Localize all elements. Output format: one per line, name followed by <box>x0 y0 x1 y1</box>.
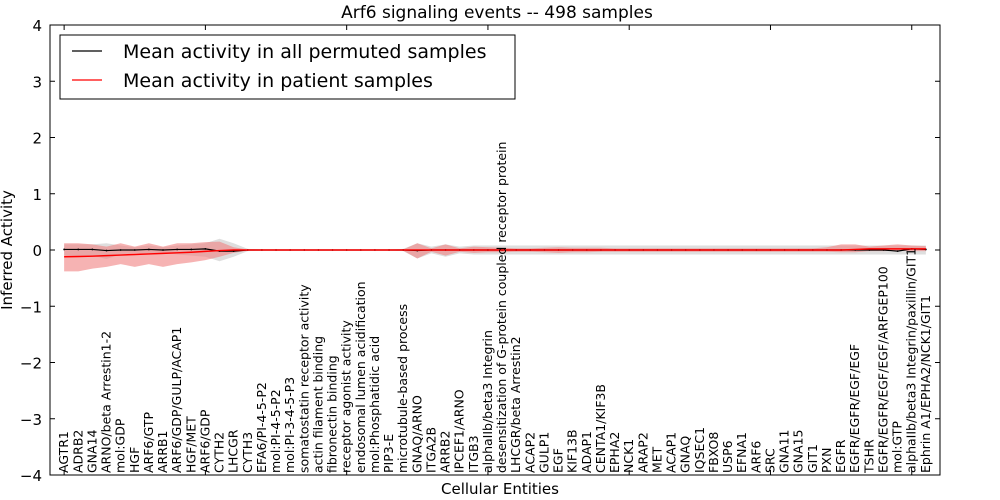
x-tick-label: mol:PI-3-4-5-P3 <box>282 377 297 473</box>
x-tick-label: EGFR <box>833 439 848 473</box>
x-tick-label: GIT1 <box>805 444 820 473</box>
x-tick-label: GNAQ/ARNO <box>409 395 424 473</box>
x-tick-label: ARF6 <box>748 441 763 473</box>
x-tick-label: microtubule-based process <box>395 304 410 473</box>
x-tick-label: EGFR/EGFR/EGF/EGF <box>847 344 862 473</box>
legend-label-permuted: Mean activity in all permuted samples <box>123 41 486 63</box>
x-tick-label: ARNO/beta Arrestin1-2 <box>99 331 114 473</box>
x-tick-label: ARRB1 <box>155 431 170 473</box>
x-tick-label: CYTH2 <box>212 432 227 473</box>
x-tick-label: IQSEC1 <box>692 427 707 473</box>
y-tick-label: 2 <box>32 130 42 148</box>
x-tick-label: AGTR1 <box>56 431 71 473</box>
x-tick-label: mol:GDP <box>113 418 128 473</box>
x-tick-label: USP6 <box>720 440 735 473</box>
y-tick-label: −4 <box>20 467 42 485</box>
x-tick-label: CENTA1/KIF3B <box>593 384 608 473</box>
x-tick-label: ADRB2 <box>70 430 85 473</box>
x-tick-label: NCK1 <box>621 439 636 473</box>
x-tick-label: GNAQ <box>678 436 693 473</box>
x-tick-label: LHCGR/beta Arrestin2 <box>508 336 523 473</box>
chart-title: Arf6 signaling events -- 498 samples <box>341 3 653 23</box>
x-tick-label: KIF13B <box>565 429 580 473</box>
patient-band <box>64 241 926 272</box>
y-tick-label: 1 <box>32 186 42 204</box>
permuted-point <box>133 249 136 251</box>
permuted-point <box>77 248 80 251</box>
legend: Mean activity in all permuted samples Me… <box>59 34 516 100</box>
x-tick-label: Ephrin A1/EPHA2/NCK1/GIT1 <box>918 295 933 473</box>
x-tick-label: fibronectin binding <box>325 355 340 473</box>
x-tick-label: alphaIIb/beta3 Integrin <box>480 330 495 473</box>
x-tick-label: MET <box>649 446 664 473</box>
x-tick-label: ARF6/GDP <box>197 409 212 473</box>
x-tick-label: TSHR <box>861 439 876 474</box>
y-tick-label: 3 <box>32 73 42 91</box>
y-tick-label: 0 <box>32 242 42 260</box>
x-tick-label: PXN <box>819 448 834 473</box>
y-axis-label: Inferred Activity <box>0 190 16 310</box>
legend-label-patient: Mean activity in patient samples <box>123 70 433 92</box>
permuted-point <box>176 248 179 251</box>
y-tick-label: −2 <box>20 355 42 373</box>
x-tick-label: somatostatin receptor activity <box>296 284 311 473</box>
x-tick-label: GNA15 <box>791 430 806 474</box>
permuted-point <box>190 248 193 251</box>
permuted-point <box>119 249 122 251</box>
permuted-point <box>91 248 94 251</box>
legend-box <box>59 34 516 100</box>
x-tick-label: ITGA2B <box>423 427 438 473</box>
x-tick-label: EGFR/EGFR/EGF/EGF/ARFGEP100 <box>875 266 890 473</box>
x-tick-label: mol:GTP <box>890 421 905 473</box>
x-axis-label: Cellular Entities <box>441 480 559 498</box>
x-tick-label: CYTH3 <box>240 432 255 473</box>
permuted-point <box>147 248 150 251</box>
x-tick-label: ACAP1 <box>664 432 679 473</box>
x-tick-label: ARRB2 <box>438 431 453 473</box>
patient-line <box>64 248 926 258</box>
x-tick-label: mol:Phosphatidic acid <box>367 336 382 473</box>
x-tick-label: GULP1 <box>536 432 551 473</box>
permuted-point <box>162 249 164 251</box>
x-tick-label: LHCGR <box>226 429 241 473</box>
x-tick-label: desensitization of G-protein coupled rec… <box>494 142 509 473</box>
y-tick-label: −1 <box>20 298 42 316</box>
permuted-point <box>105 249 108 252</box>
x-tick-label: receptor agonist activity <box>339 320 354 473</box>
x-tick-label: EFNA1 <box>734 432 749 473</box>
x-tick-label: SRC <box>762 448 777 473</box>
y-tick-label: −3 <box>20 411 42 429</box>
x-tick-label: HGF <box>127 447 142 473</box>
x-tick-label: ARF6/GTP <box>141 412 156 473</box>
x-tick-label: FBXO8 <box>706 432 721 473</box>
x-tick-label: alphaIIb/beta3 Integrin/paxillin/GIT1 <box>904 248 919 473</box>
x-tick-label: HGF/MET <box>183 416 198 473</box>
x-tick-label: ACAP2 <box>522 432 537 473</box>
x-tick-label: ARAP2 <box>635 432 650 473</box>
x-tick-label: ADAP1 <box>579 431 594 473</box>
x-tick-label: ARF6/GDP/GULP/ACAP1 <box>169 327 184 473</box>
x-tick-label: EFA6/PI-4-5-P2 <box>254 382 269 473</box>
x-tick-label: EPHA2 <box>607 432 622 473</box>
x-tick-label: endosomal lumen acidification <box>353 281 368 473</box>
x-tick-label: GNA14 <box>84 429 99 473</box>
x-tick-label: IPCEF1/ARNO <box>452 389 467 473</box>
permuted-point <box>63 248 66 251</box>
x-tick-label: EGF <box>551 448 566 473</box>
x-tick-label: mol:PI-4-5-P2 <box>268 389 283 473</box>
permuted-point <box>896 250 899 253</box>
x-tick-label: actin filament binding <box>310 336 325 473</box>
x-tick-label: PIP3-E <box>381 434 396 473</box>
permuted-point <box>204 247 207 250</box>
x-tick-label: ITGB3 <box>466 435 481 473</box>
y-tick-label: 4 <box>32 17 42 35</box>
x-tick-label: GNA11 <box>777 430 792 474</box>
